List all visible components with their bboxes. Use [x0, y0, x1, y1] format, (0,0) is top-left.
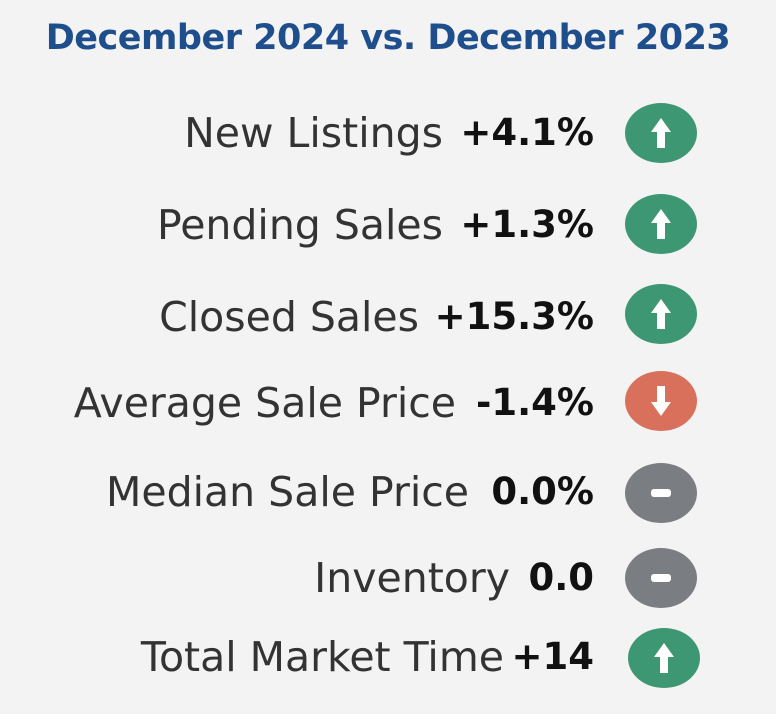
metric-row-closed-sales: Closed Sales +15.3%	[0, 282, 776, 352]
metric-row-average-sale-price: Average Sale Price -1.4%	[0, 368, 776, 438]
metric-label: Total Market Time	[140, 633, 504, 681]
metric-row-pending-sales: Pending Sales +1.3%	[0, 190, 776, 260]
metric-label: Inventory	[314, 554, 510, 602]
metric-value: -1.4%	[476, 381, 594, 424]
arrow-up-icon	[625, 103, 697, 163]
page-title: December 2024 vs. December 2023	[45, 18, 731, 58]
metric-label: Average Sale Price	[73, 379, 456, 427]
metric-value: +4.1%	[460, 111, 594, 154]
metric-row-inventory: Inventory 0.0	[0, 543, 776, 613]
metric-label: New Listings	[184, 109, 443, 157]
metric-label: Pending Sales	[156, 201, 443, 249]
arrow-down-icon	[625, 371, 697, 431]
metric-row-median-sale-price: Median Sale Price 0.0%	[0, 457, 776, 527]
metric-value: +1.3%	[460, 203, 594, 246]
metric-label: Closed Sales	[159, 293, 419, 341]
arrow-up-icon	[625, 194, 697, 254]
metric-value: +15.3%	[434, 295, 594, 338]
metric-value: 0.0	[528, 556, 594, 599]
metric-value: 0.0%	[491, 470, 594, 513]
metric-row-total-market-time: Total Market Time +14	[0, 622, 776, 692]
arrow-up-icon	[625, 284, 697, 344]
metric-label: Median Sale Price	[106, 468, 469, 516]
metric-value: +14	[511, 635, 595, 678]
arrow-up-icon	[628, 628, 700, 688]
metric-row-new-listings: New Listings +4.1%	[0, 98, 776, 168]
minus-icon	[625, 548, 697, 608]
minus-icon	[625, 463, 697, 523]
